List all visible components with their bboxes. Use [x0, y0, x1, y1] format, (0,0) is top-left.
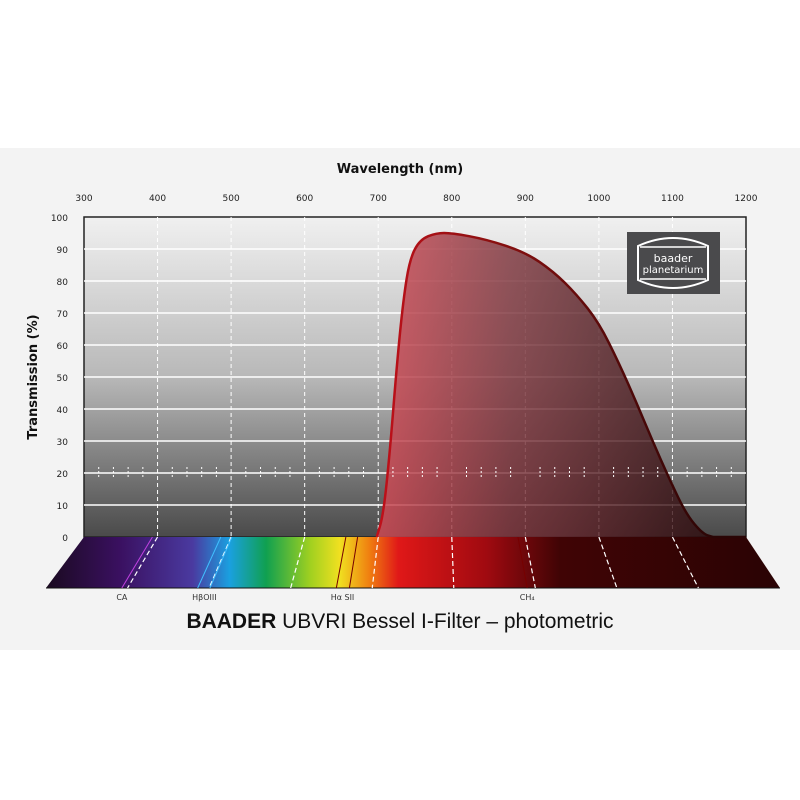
emission-line-label: Hβ: [192, 593, 203, 602]
y-tick-label: 10: [57, 502, 69, 512]
x-axis-title: Wavelength (nm): [337, 162, 463, 177]
y-tick-label: 80: [57, 278, 69, 288]
emission-line-label: Hα: [331, 593, 342, 602]
x-tick-label: 800: [443, 194, 460, 204]
title-text: UBVRI Bessel I-Filter – photometric: [282, 610, 614, 633]
y-axis-title: Transmission (%): [26, 314, 41, 439]
emission-line: [197, 536, 222, 589]
x-tick-label: 500: [223, 194, 240, 204]
emission-line-label: SII: [344, 593, 354, 602]
baader-logo: baader planetarium: [627, 232, 720, 294]
spectrum-dash: [208, 536, 232, 589]
y-tick-label: 100: [51, 214, 68, 224]
spectrum-dash: [671, 536, 699, 589]
svg-text:planetarium: planetarium: [643, 265, 704, 276]
emission-line: [517, 536, 528, 589]
spectrum-dash: [371, 536, 379, 589]
x-tick-label: 400: [149, 194, 166, 204]
y-tick-label: 90: [57, 246, 69, 256]
transmission-area: [376, 233, 713, 537]
spectrum-dash: [524, 536, 536, 589]
emission-line-label: OIII: [203, 593, 216, 602]
spectrum-band: [46, 537, 780, 588]
x-tick-label: 700: [370, 194, 387, 204]
emission-line-label: CH₄: [520, 593, 535, 602]
spectrum-dash: [127, 536, 159, 589]
x-tick-label: 1200: [735, 194, 758, 204]
y-tick-label: 50: [57, 374, 69, 384]
transmission-curve: [375, 231, 714, 539]
chart-title: BAADER UBVRI Bessel I-Filter – photometr…: [0, 610, 800, 634]
emission-line: [209, 536, 233, 589]
emission-line: [121, 536, 153, 589]
x-tick-label: 900: [517, 194, 534, 204]
y-tick-label: 60: [57, 342, 69, 352]
y-tick-label: 30: [57, 438, 69, 448]
spectrum-dash: [598, 536, 618, 589]
y-tick-label: 40: [57, 406, 69, 416]
spectrum-dash: [290, 536, 306, 589]
svg-text:baader: baader: [654, 252, 693, 265]
title-brand: BAADER: [186, 610, 277, 633]
x-tick-label: 300: [75, 194, 92, 204]
x-tick-label: 1100: [661, 194, 684, 204]
x-tick-label: 1000: [587, 194, 610, 204]
x-tick-label: 600: [296, 194, 313, 204]
emission-line: [348, 536, 359, 589]
y-tick-label: 70: [57, 310, 69, 320]
y-tick-label: 20: [57, 470, 69, 480]
emission-line-label: CA: [116, 593, 128, 602]
emission-line: [335, 536, 347, 589]
spectrum-dash: [451, 536, 455, 589]
y-tick-label: 0: [62, 534, 68, 544]
